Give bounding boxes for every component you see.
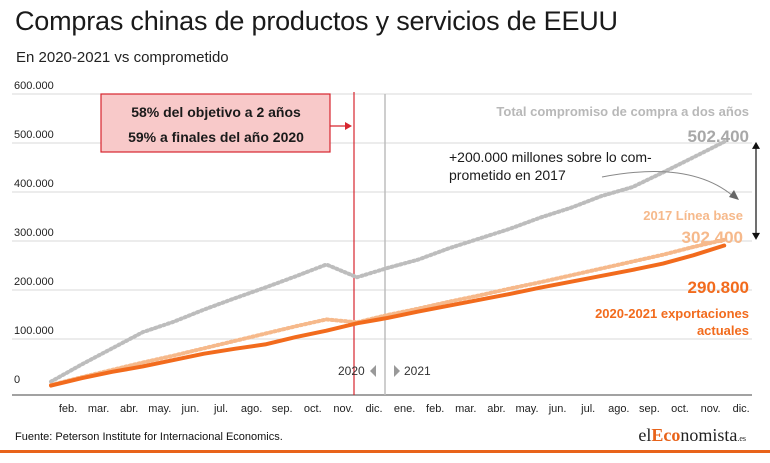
- x-tick-label: abr.: [487, 403, 505, 415]
- y-tick-label: 400.000: [14, 178, 54, 190]
- y-tick-label: 500.000: [14, 129, 54, 141]
- chart-title: Compras chinas de productos y servicios …: [15, 6, 618, 36]
- x-tick-label: feb.: [59, 403, 77, 415]
- x-tick-label: mar.: [455, 403, 476, 415]
- x-tick-label: ago.: [608, 403, 629, 415]
- commitment-label: Total compromiso de compra a dos años: [496, 104, 749, 119]
- callout-box: [100, 93, 331, 153]
- x-tick-label: may.: [515, 403, 538, 415]
- baseline-end-value: 302.400: [682, 228, 743, 247]
- y-tick-label: 200.000: [14, 276, 54, 288]
- x-tick-label: abr.: [120, 403, 138, 415]
- bottom-accent-bar: [0, 450, 770, 453]
- source-note: Fuente: Peterson Institute for Internaci…: [15, 431, 283, 443]
- x-tick-label: mar.: [88, 403, 109, 415]
- x-tick-label: ago.: [241, 403, 262, 415]
- increase-annotation-line-2: prometido en 2017: [449, 167, 566, 183]
- x-tick-label: jun.: [548, 403, 567, 415]
- x-tick-label: dic.: [365, 403, 382, 415]
- callout-line-1: 58% del objetivo a 2 años: [131, 104, 301, 120]
- y-tick-label: 100.000: [14, 325, 54, 337]
- x-tick-label: oct.: [671, 403, 689, 415]
- y-tick-label: 300.000: [14, 227, 54, 239]
- year-left-arrow-icon: [370, 365, 376, 377]
- x-tick-label: oct.: [304, 403, 322, 415]
- x-tick-label: nov.: [701, 403, 721, 415]
- callout-line-2: 59% a finales del año 2020: [128, 129, 304, 145]
- x-tick-label: may.: [148, 403, 171, 415]
- increase-curve-arrow-head: [729, 190, 739, 200]
- actual-label-line-2: actuales: [697, 323, 749, 338]
- brand-logo: elEconomista.es: [638, 425, 746, 445]
- year-right-arrow-icon: [394, 365, 400, 377]
- baseline-label: 2017 Línea base: [643, 208, 743, 223]
- x-tick-label: dic.: [733, 403, 750, 415]
- increase-annotation-line-1: +200.000 millones sobre lo com-: [449, 149, 652, 165]
- difference-arrow-bottom: [752, 232, 760, 240]
- year-label-2021: 2021: [404, 364, 431, 378]
- x-tick-label: feb.: [426, 403, 444, 415]
- x-tick-label: jun.: [181, 403, 200, 415]
- x-tick-label: jul.: [213, 403, 228, 415]
- chart-subtitle: En 2020-2021 vs comprometido: [16, 49, 229, 66]
- y-tick-label: 0: [14, 374, 20, 386]
- actual-label-line-1: 2020-2021 exportaciones: [595, 306, 749, 321]
- x-tick-label: nov.: [333, 403, 353, 415]
- actual-end-value: 290.800: [688, 278, 749, 297]
- x-tick-label: jul.: [580, 403, 595, 415]
- y-tick-label: 600.000: [14, 80, 54, 92]
- callout-arrow-head: [345, 122, 352, 130]
- difference-arrow-top: [752, 141, 760, 149]
- commitment-end-value: 502.400: [688, 127, 749, 146]
- x-tick-label: sep.: [272, 403, 293, 415]
- x-tick-label: ene.: [394, 403, 415, 415]
- year-label-2020: 2020: [338, 364, 365, 378]
- x-tick-label: sep.: [639, 403, 660, 415]
- increase-curve-arrow: [601, 171, 734, 197]
